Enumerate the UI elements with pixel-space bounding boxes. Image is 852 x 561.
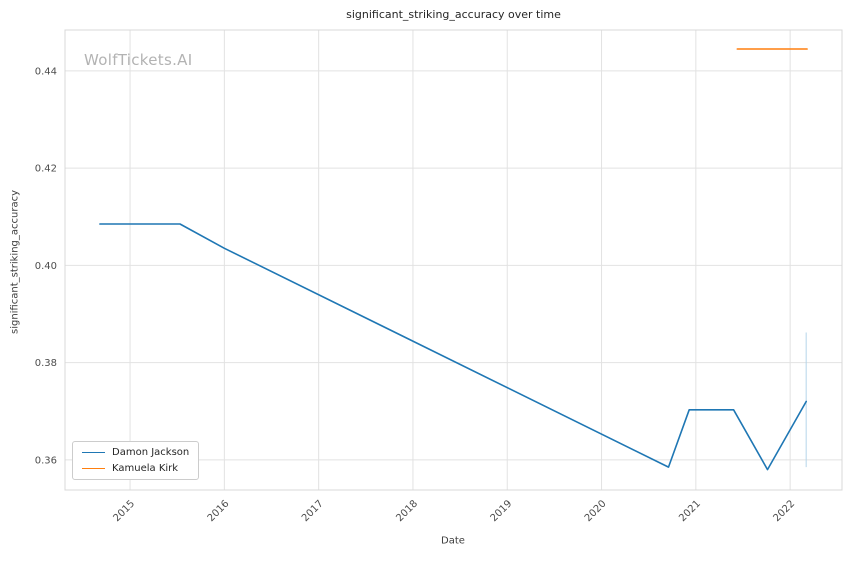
x-axis-label: Date [441,535,465,547]
svg-text:2019: 2019 [489,498,515,524]
legend: Damon Jackson Kamuela Kirk [72,441,200,480]
legend-item-damon-jackson: Damon Jackson [82,447,189,458]
legend-label: Kamuela Kirk [112,463,179,474]
svg-text:2016: 2016 [206,498,232,524]
legend-line-swatch [82,452,105,453]
svg-text:2015: 2015 [111,498,137,524]
svg-text:0.38: 0.38 [35,358,57,369]
svg-text:2021: 2021 [677,498,703,524]
svg-text:0.44: 0.44 [35,66,57,77]
svg-text:2022: 2022 [771,498,797,524]
svg-text:0.36: 0.36 [35,455,57,466]
chart-title: significant_striking_accuracy over time [346,8,561,21]
svg-text:2018: 2018 [394,498,420,524]
legend-label: Damon Jackson [112,447,190,458]
svg-text:2017: 2017 [300,498,326,524]
legend-line-swatch [82,468,105,469]
svg-text:0.40: 0.40 [35,261,57,272]
watermark: WolfTickets.AI [84,51,193,69]
y-axis-label: significant_striking_accuracy [9,189,21,335]
svg-text:0.42: 0.42 [35,164,57,175]
svg-text:2020: 2020 [583,498,609,524]
legend-item-kamuela-kirk: Kamuela Kirk [82,463,189,474]
